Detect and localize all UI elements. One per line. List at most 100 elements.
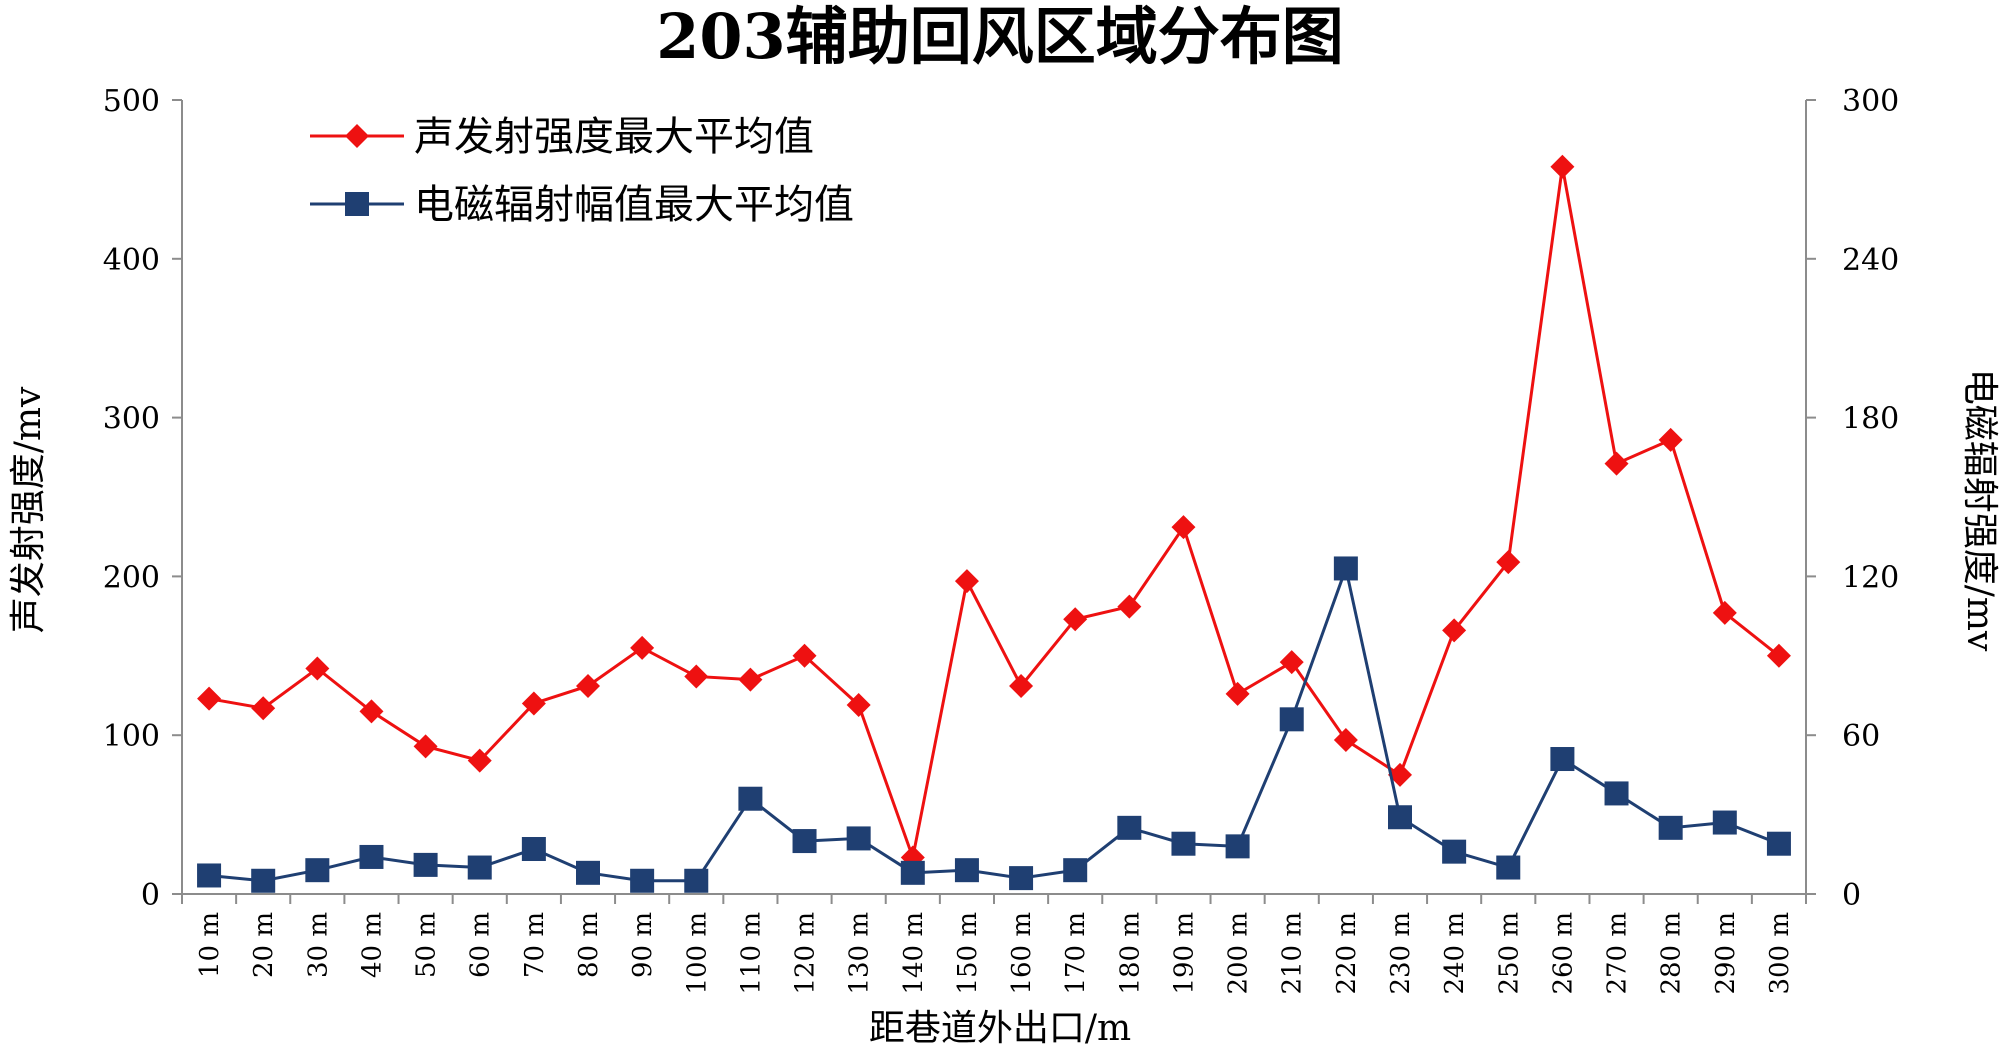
- x-tick-label: 270 m: [1603, 912, 1633, 995]
- series-line-2: [208, 563, 1780, 883]
- series-layer: [197, 154, 1791, 893]
- x-tick-label: 100 m: [682, 912, 712, 995]
- series-1-point: [630, 635, 655, 660]
- series-1-point: [413, 734, 438, 759]
- x-tick-label: 170 m: [1061, 912, 1091, 995]
- series-2-point: [1658, 815, 1683, 840]
- x-tick-label: 240 m: [1440, 912, 1470, 995]
- series-1-point: [792, 643, 817, 668]
- x-axis-title: 距巷道外出口/m: [869, 1008, 1131, 1049]
- y-right-tick-label: 120: [1842, 560, 1899, 595]
- series-2-point: [1496, 855, 1521, 880]
- x-tick-label: 230 m: [1386, 912, 1416, 995]
- series-2-point: [1604, 781, 1629, 806]
- series-1-point: [1063, 607, 1088, 632]
- series-2-point: [1117, 815, 1142, 840]
- series-1-point: [1388, 762, 1412, 787]
- x-tick-label: 130 m: [845, 912, 875, 995]
- x-tick-label: 160 m: [1007, 912, 1037, 995]
- series-2-point: [1171, 831, 1196, 856]
- series-1-point: [1117, 594, 1142, 619]
- series-2-point: [467, 855, 492, 880]
- x-tick-label: 120 m: [791, 912, 821, 995]
- x-tick-label: 200 m: [1224, 912, 1254, 995]
- series-2-point: [900, 860, 925, 885]
- y-left-tick-label: 200: [103, 560, 160, 595]
- x-tick-label: 90 m: [628, 912, 658, 978]
- series-2-point: [359, 844, 384, 869]
- x-tick-label: 260 m: [1548, 912, 1578, 995]
- series-1-point: [1766, 643, 1791, 668]
- y-right-tick-label: 300: [1842, 84, 1899, 119]
- x-tick-label: 210 m: [1278, 912, 1308, 995]
- series-1-point: [1225, 681, 1250, 706]
- series-1-point: [1279, 650, 1304, 675]
- x-tick-label: 140 m: [899, 912, 929, 995]
- x-tick-label: 150 m: [953, 912, 983, 995]
- series-2-point: [576, 860, 600, 885]
- y-axis-left-title: 声发射强度/mv: [8, 386, 49, 633]
- x-tick-label: 70 m: [520, 912, 550, 978]
- x-tick-label: 220 m: [1332, 912, 1362, 995]
- x-tick-label: 60 m: [466, 912, 496, 978]
- series-2-point: [684, 868, 709, 893]
- chart-title: 203辅助回风区域分布图: [656, 0, 1343, 73]
- legend-marker-1: [345, 124, 369, 148]
- axes: 0 100 200 300 400 500 0 60 120 180 240 300 10 m 20 m 3…: [103, 84, 1900, 995]
- x-tick-label: 280 m: [1657, 912, 1687, 995]
- series-1-point: [467, 748, 492, 773]
- series-2-point: [1225, 834, 1250, 859]
- series-1-point: [251, 696, 276, 721]
- y-axis-right-title: 电磁辐射强度/mv: [1959, 369, 2000, 652]
- series-1-point: [1333, 727, 1358, 752]
- x-tick-label: 250 m: [1494, 912, 1524, 995]
- series-2-point: [1766, 831, 1791, 856]
- series-1-point: [1604, 451, 1629, 476]
- series-2-point: [413, 852, 438, 877]
- series-2-point: [521, 837, 546, 862]
- series-2-point: [197, 863, 222, 888]
- series-1-point: [1712, 600, 1737, 625]
- x-tick-label: 290 m: [1711, 912, 1741, 995]
- y-right-tick-label: 240: [1842, 243, 1899, 278]
- x-tick-label: 80 m: [574, 912, 604, 978]
- legend-marker-2: [345, 192, 369, 216]
- series-1-point: [521, 691, 546, 716]
- series-1-point: [1658, 427, 1683, 452]
- x-tick-label: 50 m: [412, 912, 442, 978]
- y-left-tick-label: 0: [141, 878, 160, 913]
- series-2-point: [846, 826, 871, 851]
- series-1-point: [738, 667, 763, 692]
- series-1-point: [1550, 154, 1575, 179]
- x-tick-label: 190 m: [1169, 912, 1199, 995]
- series-2-point: [1442, 839, 1467, 864]
- y-left-tick-label: 100: [103, 719, 160, 754]
- series-1-point: [197, 686, 222, 711]
- series-2-point: [1009, 866, 1034, 891]
- y-right-tick-label: 60: [1842, 719, 1880, 754]
- series-2-point: [251, 868, 276, 893]
- series-1-point: [576, 673, 600, 698]
- series-1-point: [1009, 673, 1034, 698]
- y-left-tick-label: 300: [103, 402, 160, 437]
- series-1-point: [305, 656, 330, 681]
- x-tick-label: 10 m: [195, 912, 225, 978]
- series-1-point: [359, 699, 384, 724]
- x-tick-label: 110 m: [736, 912, 766, 995]
- y-left-tick-label: 400: [103, 243, 160, 278]
- y-left-tick-label: 500: [103, 84, 160, 119]
- series-2-point: [1279, 707, 1304, 732]
- series-1-point: [846, 693, 871, 718]
- series-1-point: [954, 569, 979, 594]
- x-tick-label: 300 m: [1765, 912, 1795, 995]
- series-2-point: [738, 786, 763, 811]
- x-tick-label: 180 m: [1115, 912, 1145, 995]
- series-2-point: [1550, 747, 1575, 772]
- series-2-point: [305, 858, 330, 883]
- series-1-point: [1442, 618, 1467, 643]
- series-2-point: [1388, 805, 1412, 830]
- legend-label-2: 电磁辐射幅值最大平均值: [414, 182, 854, 228]
- x-tick-label: 20 m: [249, 912, 279, 978]
